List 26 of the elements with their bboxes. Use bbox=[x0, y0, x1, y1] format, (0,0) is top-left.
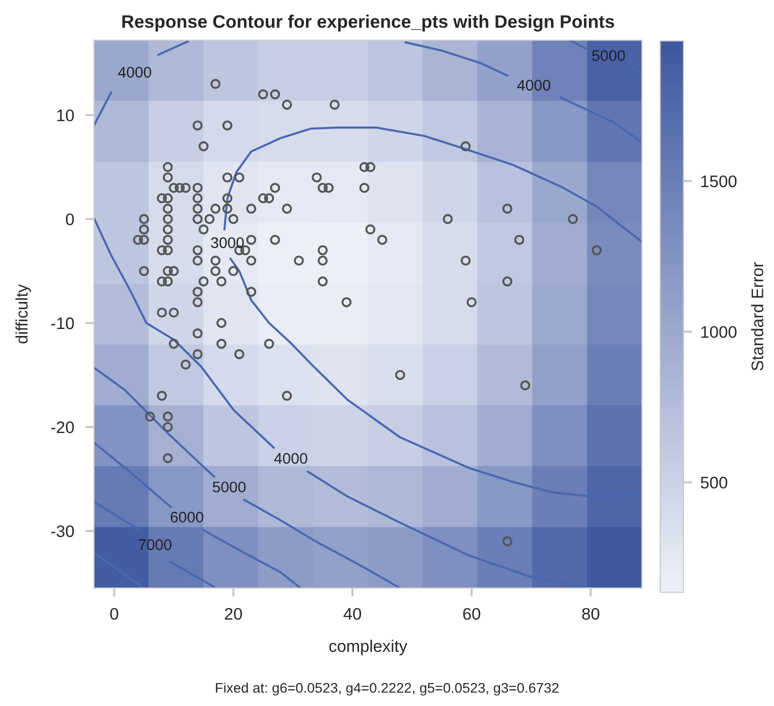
color-bar-label: 1500 bbox=[701, 175, 737, 188]
series-label: 5000 bbox=[592, 50, 625, 61]
y-tick-label: -20 bbox=[51, 421, 74, 434]
chart-title: Response Contour for experience_pts with Design Points bbox=[122, 14, 614, 32]
x-tick-label: 60 bbox=[463, 608, 480, 620]
series-label: 4000 bbox=[118, 66, 152, 78]
series-label: 4000 bbox=[517, 80, 550, 91]
y-tick-label: -10 bbox=[51, 317, 74, 330]
x-axis-title: complexity bbox=[329, 640, 408, 656]
color-bar-title: Standard Error bbox=[751, 262, 764, 371]
series-label: 5000 bbox=[212, 482, 246, 492]
series-label: 6000 bbox=[170, 512, 204, 523]
series-label: 3000 bbox=[210, 237, 244, 248]
x-tick-label: 20 bbox=[224, 608, 242, 620]
text: Fixed at: g6=0.0523, g4=0.2222, g5=0.0523, g3=0.6732 bbox=[216, 682, 559, 696]
x-tick-label: 0 bbox=[110, 608, 118, 620]
x-tick-label: 80 bbox=[582, 608, 600, 620]
color-bar-label: 500 bbox=[700, 476, 728, 489]
series-label: 7000 bbox=[138, 539, 172, 550]
x-tick-label: 40 bbox=[344, 608, 362, 620]
series-label: 4000 bbox=[274, 452, 308, 464]
y-axis-title: difficulty bbox=[15, 284, 31, 344]
y-tick-label: -30 bbox=[51, 525, 74, 538]
color-bar-label: 1000 bbox=[701, 326, 737, 338]
y-tick-label: 10 bbox=[57, 109, 74, 122]
y-tick-label: 0 bbox=[66, 213, 74, 226]
